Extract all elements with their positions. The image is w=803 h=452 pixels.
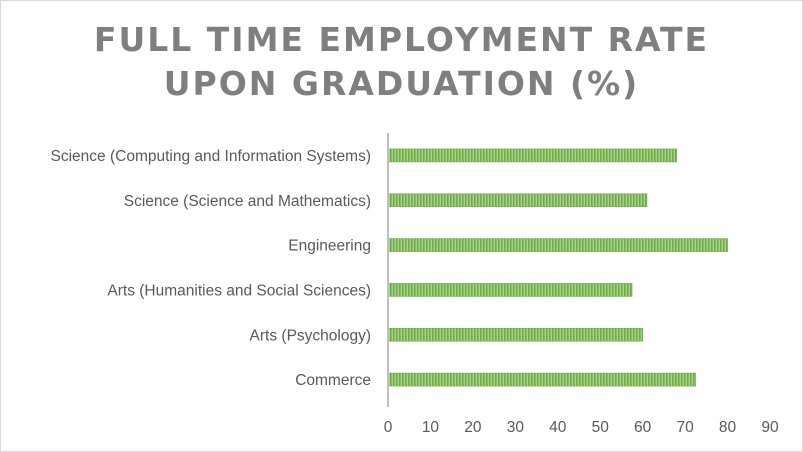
bars-group [387, 148, 728, 387]
category-labels: Science (Computing and Information Syste… [51, 148, 371, 389]
bar-0 [387, 148, 677, 163]
category-label-0: Science (Computing and Information Syste… [51, 148, 371, 165]
x-tick-label-1: 10 [422, 419, 440, 436]
x-tick-label-3: 30 [507, 419, 525, 436]
bar-4 [387, 327, 643, 342]
x-tick-label-2: 20 [464, 419, 482, 436]
category-label-4: Arts (Psychology) [250, 327, 371, 344]
chart-title-line-1: FULL TIME EMPLOYMENT RATE [93, 20, 710, 59]
x-tick-label-5: 50 [592, 419, 610, 436]
x-tick-label-6: 60 [634, 419, 652, 436]
category-label-1: Science (Science and Mathematics) [124, 193, 371, 210]
bar-5 [387, 372, 697, 387]
chart-title: FULL TIME EMPLOYMENT RATE UPON GRADUATIO… [0, 18, 803, 106]
x-tick-label-0: 0 [384, 419, 393, 436]
x-tick-label-8: 80 [719, 419, 737, 436]
bar-2 [387, 238, 728, 252]
category-label-3: Arts (Humanities and Social Sciences) [107, 282, 371, 299]
bar-3 [387, 283, 633, 297]
x-tick-label-7: 70 [676, 419, 694, 436]
category-label-5: Commerce [295, 372, 371, 389]
x-axis-tick-labels: 0 10 20 30 40 50 60 70 80 90 [384, 419, 779, 436]
bar-1 [387, 193, 648, 208]
chart-title-line-2: UPON GRADUATION (%) [163, 64, 640, 103]
category-label-2: Engineering [288, 238, 371, 255]
x-tick-label-9: 90 [761, 419, 779, 436]
x-tick-label-4: 40 [549, 419, 567, 436]
